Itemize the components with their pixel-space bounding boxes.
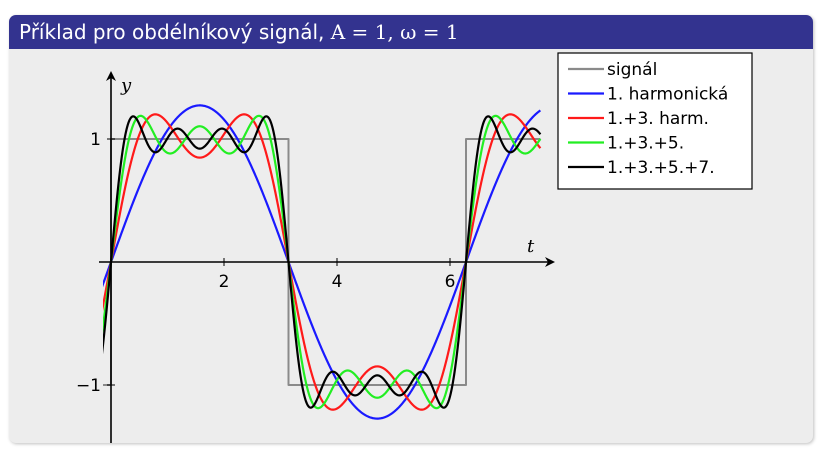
y-axis-arrow bbox=[106, 71, 116, 81]
x-tick-label-2: 2 bbox=[219, 272, 230, 292]
legend-label-3: 1.+3.+5. bbox=[607, 134, 684, 154]
x-tick-label-6: 6 bbox=[445, 272, 456, 292]
block-title: Příklad pro obdélníkový signál, A = 1, ω… bbox=[9, 15, 813, 49]
x-axis-label: t bbox=[527, 236, 535, 257]
x-axis-arrow bbox=[545, 257, 555, 267]
y-tick-label-0: 1 bbox=[90, 130, 101, 150]
square-wave-chart: t y 2 4 6 1 −1 signál 1. harmonická 1.+3. harm. 1… bbox=[76, 52, 753, 443]
y-tick-label-1: −1 bbox=[76, 376, 101, 396]
legend: signál 1. harmonická 1.+3. harm. 1.+3.+5. 1.… bbox=[557, 52, 753, 190]
title-text: Příklad pro obdélníkový signál, bbox=[19, 20, 331, 44]
legend-label-1: 1. harmonická bbox=[607, 85, 728, 105]
beamer-block: Příklad pro obdélníkový signál, A = 1, ω… bbox=[9, 15, 813, 443]
legend-label-0: signál bbox=[607, 60, 657, 80]
y-axis-label: y bbox=[120, 75, 132, 96]
x-tick-label-4: 4 bbox=[332, 272, 343, 292]
axes: t y 2 4 6 1 −1 bbox=[76, 71, 555, 443]
legend-label-4: 1.+3.+5.+7. bbox=[607, 158, 715, 178]
title-math: A = 1, ω = 1 bbox=[330, 20, 459, 44]
legend-label-2: 1.+3. harm. bbox=[607, 109, 709, 129]
